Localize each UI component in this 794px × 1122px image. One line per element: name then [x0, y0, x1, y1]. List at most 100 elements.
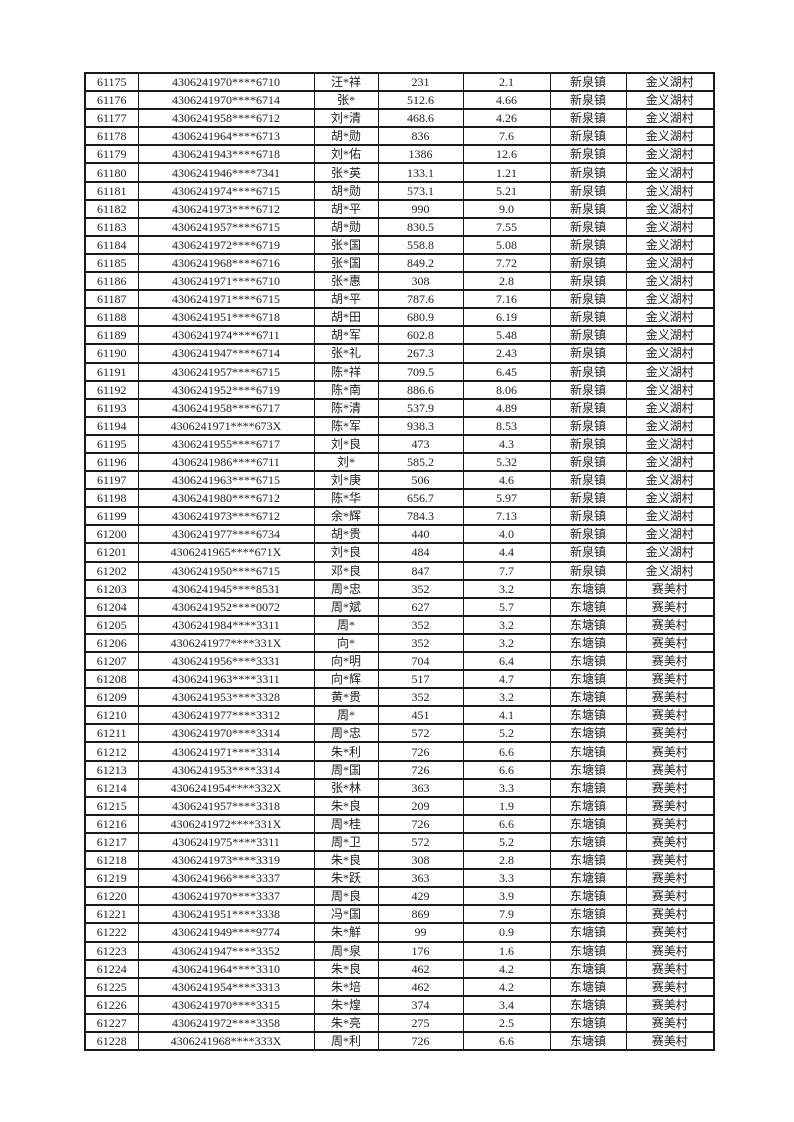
- table-cell: 440: [377, 524, 464, 545]
- table-cell: 胡*平: [313, 198, 379, 219]
- table-cell: 东塘镇: [549, 795, 627, 816]
- table-cell: 张*国: [313, 252, 379, 274]
- table-cell: 新泉镇: [549, 108, 627, 129]
- table-cell: 赛美村: [625, 904, 715, 925]
- table-cell: 308: [377, 271, 464, 292]
- table-cell: 东塘镇: [549, 669, 627, 690]
- table-cell: 61181: [84, 180, 139, 201]
- table-cell: 3.2: [462, 614, 551, 635]
- table-cell: 东塘镇: [549, 578, 627, 599]
- table-cell: 赛美村: [625, 1012, 715, 1033]
- table-cell: 61187: [84, 289, 139, 310]
- table-cell: 赛美村: [625, 958, 715, 979]
- table-row: 61187 4306241971****6715 胡*平 787.6 7.16 新泉镇 金义…: [84, 289, 715, 310]
- table-cell: 869: [377, 904, 464, 925]
- table-cell: 61179: [84, 144, 139, 165]
- table-cell: 2.8: [462, 850, 551, 871]
- table-cell: 胡*勋: [313, 180, 379, 201]
- table-row: 61178 4306241964****6713 胡*勋 836 7.6 新泉镇 金义湖村: [84, 126, 715, 147]
- table-row: 61181 4306241974****6715 胡*勋 573.1 5.21 新泉镇 金义…: [84, 180, 715, 201]
- table-cell: 4306241971****3314: [137, 741, 315, 762]
- table-cell: 8.53: [462, 415, 551, 436]
- table-cell: 4306241975****3311: [137, 831, 315, 853]
- table-cell: 847: [377, 560, 464, 581]
- table-row: 61211 4306241970****3314 周*忠 572 5.2 东塘镇 赛美村: [84, 723, 715, 744]
- table-cell: 刘*佑: [313, 144, 379, 165]
- table-cell: 金义湖村: [625, 343, 715, 364]
- table-cell: 3.3: [462, 777, 551, 798]
- table-cell: 4306241974****6711: [137, 325, 315, 346]
- table-cell: 张*惠: [313, 271, 379, 292]
- table-cell: 7.9: [462, 904, 551, 925]
- table-cell: 462: [377, 976, 464, 997]
- table-cell: 468.6: [377, 108, 464, 129]
- table-cell: 金义湖村: [625, 289, 715, 310]
- table-cell: 东塘镇: [549, 904, 627, 925]
- table-cell: 陈*祥: [313, 361, 379, 382]
- table-cell: 刘*庚: [313, 470, 379, 491]
- table-cell: 周*利: [313, 1030, 379, 1052]
- table-cell: 陈*军: [313, 415, 379, 436]
- table-cell: 赛美村: [625, 759, 715, 780]
- table-cell: 4306241970****6714: [137, 90, 315, 111]
- table-cell: 赛美村: [625, 650, 715, 672]
- table-cell: 赛美村: [625, 705, 715, 726]
- table-cell: 61200: [84, 524, 139, 545]
- table-row: 61205 4306241984****3311 周* 352 3.2 东塘镇 赛美村: [84, 614, 715, 635]
- table-cell: 东塘镇: [549, 994, 627, 1015]
- table-row: 61206 4306241977****331X 向* 352 3.2 东塘镇 赛美村: [84, 632, 715, 654]
- table-row: 61202 4306241950****6715 邓*良 847 7.7 新泉镇 金义湖村: [84, 560, 715, 581]
- table-cell: 7.16: [462, 289, 551, 310]
- table-cell: 726: [377, 741, 464, 762]
- table-cell: 3.4: [462, 994, 551, 1015]
- table-cell: 2.1: [462, 71, 551, 93]
- table-cell: 东塘镇: [549, 759, 627, 780]
- table-row: 61196 4306241986****6711 刘* 585.2 5.32 新泉镇 金义湖…: [84, 451, 715, 473]
- table-cell: 6.45: [462, 361, 551, 382]
- table-cell: 4.2: [462, 976, 551, 997]
- table-cell: 新泉镇: [549, 524, 627, 545]
- table-cell: 赛美村: [625, 614, 715, 635]
- table-cell: 61201: [84, 542, 139, 563]
- table-cell: 陈*华: [313, 488, 379, 509]
- table-cell: 462: [377, 958, 464, 979]
- table-cell: 12.6: [462, 144, 551, 165]
- table-cell: 金义湖村: [625, 506, 715, 527]
- table-cell: 陈*南: [313, 379, 379, 400]
- table-cell: 张*国: [313, 234, 379, 255]
- table-cell: 金义湖村: [625, 271, 715, 292]
- table-cell: 572: [377, 723, 464, 744]
- table-cell: 金义湖村: [625, 433, 715, 454]
- table-cell: 新泉镇: [549, 90, 627, 111]
- table-row: 61197 4306241963****6715 刘*庚 506 4.6 新泉镇 金义湖村: [84, 470, 715, 491]
- table-cell: 赛美村: [625, 632, 715, 654]
- table-cell: 275: [377, 1012, 464, 1033]
- table-cell: 新泉镇: [549, 433, 627, 454]
- table-cell: 4306241951****3338: [137, 904, 315, 925]
- table-cell: 新泉镇: [549, 470, 627, 491]
- table-cell: 61178: [84, 126, 139, 147]
- table-cell: 金义湖村: [625, 524, 715, 545]
- table-cell: 赛美村: [625, 940, 715, 961]
- table-row: 61204 4306241952****0072 周*斌 627 5.7 东塘镇 赛美村: [84, 596, 715, 617]
- table-cell: 新泉镇: [549, 252, 627, 274]
- table-row: 61210 4306241977****3312 周* 451 4.1 东塘镇 赛美村: [84, 705, 715, 726]
- table-cell: 849.2: [377, 252, 464, 274]
- table-cell: 61224: [84, 958, 139, 979]
- table-cell: 新泉镇: [549, 216, 627, 237]
- table-cell: 赛美村: [625, 741, 715, 762]
- table-cell: 东塘镇: [549, 614, 627, 635]
- table-cell: 61193: [84, 397, 139, 418]
- table-cell: 金义湖村: [625, 71, 715, 93]
- table-cell: 61198: [84, 488, 139, 509]
- table-cell: 张*礼: [313, 343, 379, 364]
- table-row: 61228 4306241968****333X 周*利 726 6.6 东塘镇 赛美村: [84, 1030, 715, 1052]
- table-cell: 新泉镇: [549, 198, 627, 219]
- table-cell: 赛美村: [625, 868, 715, 889]
- table-cell: 赛美村: [625, 831, 715, 853]
- table-cell: 506: [377, 470, 464, 491]
- table-cell: 4.6: [462, 470, 551, 491]
- table-cell: 东塘镇: [549, 1030, 627, 1052]
- table-cell: 东塘镇: [549, 850, 627, 871]
- table-cell: 赛美村: [625, 886, 715, 907]
